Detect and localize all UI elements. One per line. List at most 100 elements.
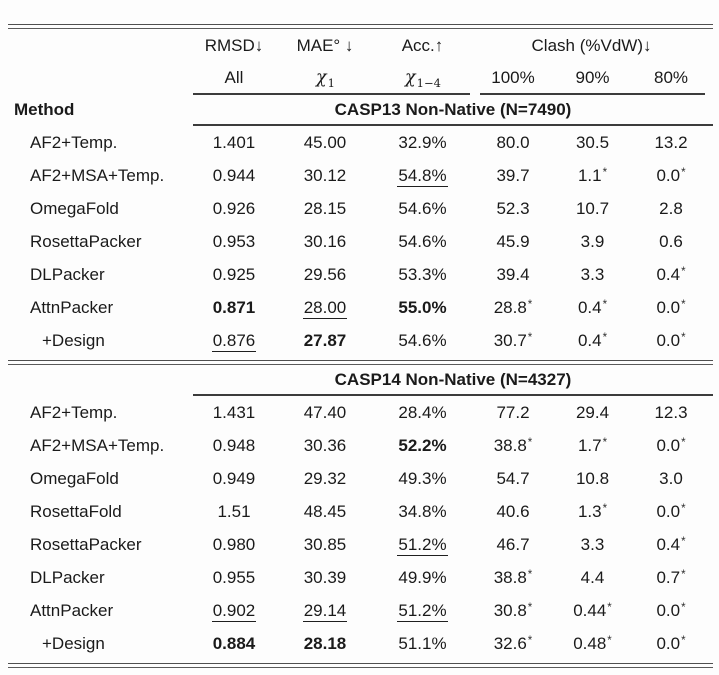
significance-star: * <box>602 436 608 449</box>
method-name: AF2+Temp. <box>30 132 118 152</box>
chi-subscript: 1 <box>327 75 335 90</box>
cell-rmsd-all: 0.948 <box>193 436 275 456</box>
col-header-acc: Acc.↑ <box>401 35 444 55</box>
cell-clash-80: 0.4* <box>629 265 713 285</box>
cell-value: 3.9 <box>580 231 605 251</box>
chi-symbol: χ <box>405 67 416 88</box>
cell-value: 0.48 <box>573 633 607 653</box>
cell-acc-chi1-4: 54.6% <box>375 232 470 252</box>
significance-star: * <box>602 298 608 311</box>
subcol-clash-100: 100% <box>491 67 535 87</box>
cell-value: 0.7 <box>656 567 681 587</box>
method-name: OmegaFold <box>30 198 119 218</box>
cell-acc-chi1-4: 51.2% <box>375 534 470 556</box>
cell-acc-chi1-4: 51.2% <box>375 600 470 622</box>
section-midrule <box>193 124 713 126</box>
cell-rmsd-all: 0.955 <box>193 568 275 588</box>
cell-value: 38.8 <box>493 567 527 587</box>
cell-clash-90: 0.4* <box>556 298 629 318</box>
cell-clash-100: 30.7* <box>470 331 556 351</box>
cell-mae-chi1: 30.36 <box>275 436 375 456</box>
cell-value: 0.4 <box>577 330 602 350</box>
rule-top <box>8 24 713 29</box>
cell-clash-100: 54.7 <box>470 469 556 489</box>
cell-value: 38.8 <box>493 435 527 455</box>
cell-value: 28.8 <box>493 297 527 317</box>
table-row: AF2+MSA+Temp. 0.944 30.12 54.8% 39.7 1.1* 0.0* <box>8 159 713 192</box>
cell-clash-90: 29.4 <box>556 403 629 423</box>
cell-rmsd-all: 0.949 <box>193 469 275 489</box>
significance-star: * <box>607 634 612 647</box>
cell-value: 29.14 <box>302 600 348 622</box>
cell-value: 0.0 <box>656 435 681 455</box>
header-midrules <box>8 93 713 95</box>
cell-value: 55.0% <box>398 297 447 317</box>
cell-value: 54.6% <box>398 330 447 350</box>
cell-value: 28.4% <box>398 402 447 422</box>
significance-star: * <box>681 601 686 614</box>
rule-bottom <box>8 663 713 668</box>
method-name: RosettaFold <box>30 501 122 521</box>
cell-mae-chi1: 45.00 <box>275 133 375 153</box>
table-row: AF2+Temp. 1.431 47.40 28.4% 77.2 29.4 12.3 <box>8 396 713 429</box>
subcol-clash-80: 80% <box>653 67 689 87</box>
cell-value: 0.948 <box>212 435 256 455</box>
cell-value: 51.2% <box>397 534 448 556</box>
significance-star: * <box>681 436 686 449</box>
cell-value: 0.980 <box>212 534 256 554</box>
cell-acc-chi1-4: 52.2% <box>375 436 470 456</box>
table-row: DLPacker 0.925 29.56 53.3% 39.4 3.3 0.4* <box>8 258 713 291</box>
cell-mae-chi1: 29.56 <box>275 265 375 285</box>
cell-value: 3.3 <box>580 534 605 554</box>
cell-acc-chi1-4: 49.3% <box>375 469 470 489</box>
cell-value: 0.0 <box>656 501 681 521</box>
cell-value: 12.3 <box>654 402 688 422</box>
cell-clash-80: 2.8 <box>629 199 713 219</box>
cell-value: 32.6 <box>493 633 527 653</box>
significance-star: * <box>681 535 686 548</box>
method-name: RosettaPacker <box>30 534 142 554</box>
section-header-row: CASP14 Non-Native (N=4327) <box>8 365 713 394</box>
cell-value: 10.7 <box>575 198 610 218</box>
cell-clash-100: 38.8* <box>470 436 556 456</box>
cell-value: 48.45 <box>303 501 347 521</box>
cell-value: 1.3 <box>577 501 602 521</box>
cell-mae-chi1: 27.87 <box>275 331 375 351</box>
cell-clash-80: 12.3 <box>629 403 713 423</box>
cell-value: 32.9% <box>398 132 447 152</box>
method-name: +Design <box>42 330 105 350</box>
cell-value: 30.39 <box>303 567 347 587</box>
cell-clash-100: 39.4 <box>470 265 556 285</box>
cell-mae-chi1: 47.40 <box>275 403 375 423</box>
table-row: AttnPacker 0.902 29.14 51.2% 30.8* 0.44* 0.0* <box>8 594 713 627</box>
method-name: AttnPacker <box>30 600 114 620</box>
cell-value: 3.0 <box>659 468 683 488</box>
cell-clash-80: 0.0* <box>629 601 713 621</box>
cell-value: 0.44 <box>573 600 607 620</box>
cell-value: 0.884 <box>212 633 256 653</box>
cell-clash-90: 1.7* <box>556 436 629 456</box>
significance-star: * <box>681 634 686 647</box>
significance-star: * <box>527 298 533 311</box>
cell-clash-100: 52.3 <box>470 199 556 219</box>
cell-value: 4.4 <box>580 567 605 587</box>
table-row: AF2+MSA+Temp. 0.948 30.36 52.2% 38.8* 1.7* 0.0… <box>8 429 713 462</box>
cell-clash-100: 40.6 <box>470 502 556 522</box>
cell-value: 53.3% <box>398 264 447 284</box>
table-row: RosettaPacker 0.953 30.16 54.6% 45.9 3.9 0.6 <box>8 225 713 258</box>
cell-value: 49.3% <box>398 468 447 488</box>
table-body: Method CASP13 Non-Native (N=7490) AF2+Temp… <box>8 95 713 660</box>
cell-clash-90: 1.3* <box>556 502 629 522</box>
method-name: AF2+MSA+Temp. <box>30 435 165 455</box>
cell-acc-chi1-4: 32.9% <box>375 133 470 153</box>
cell-value: 3.3 <box>580 264 605 284</box>
cell-value: 0.0 <box>656 297 681 317</box>
cell-value: 30.16 <box>303 231 347 251</box>
results-table: RMSD↓ MAE° ↓ Acc.↑ Clash (%VdW)↓ All χ1 … <box>8 24 713 668</box>
cell-clash-100: 46.7 <box>470 535 556 555</box>
col-header-mae: MAE° ↓ <box>296 35 354 55</box>
cell-value: 29.4 <box>575 402 610 422</box>
cell-clash-90: 10.7 <box>556 199 629 219</box>
cell-value: 1.431 <box>212 402 256 422</box>
cell-rmsd-all: 0.876 <box>193 330 275 352</box>
